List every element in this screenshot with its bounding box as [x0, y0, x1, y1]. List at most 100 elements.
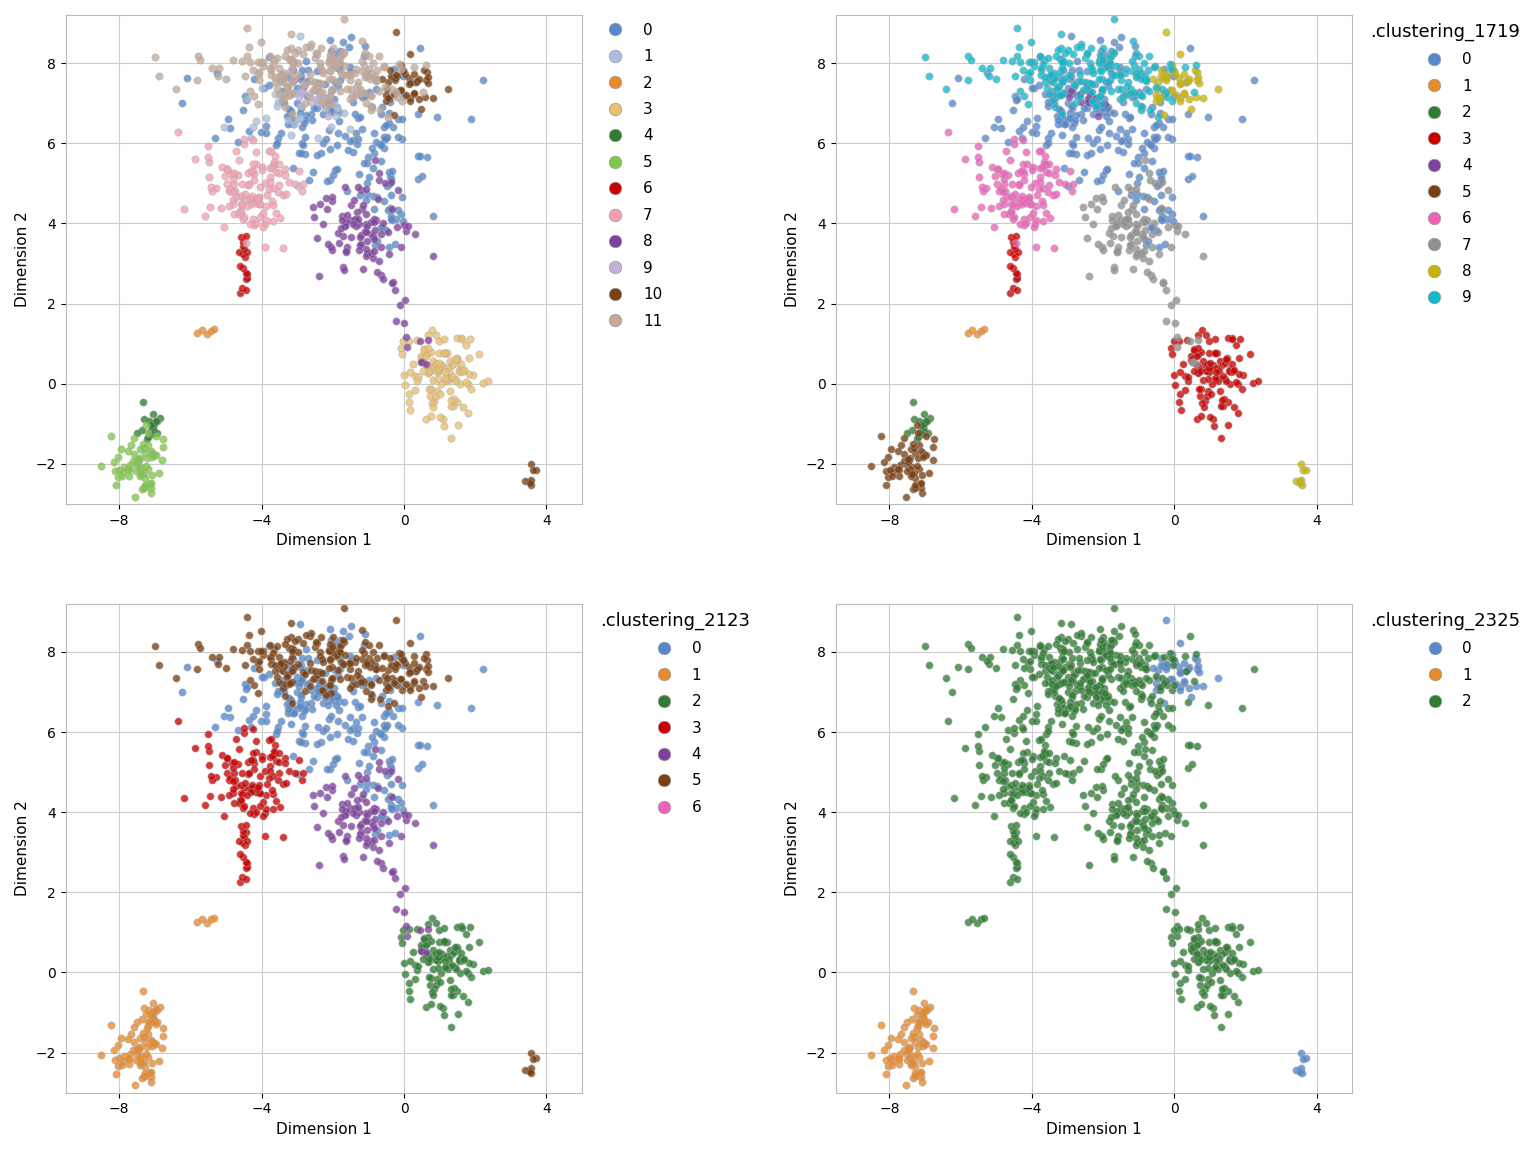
- Point: [1172, 646, 1197, 665]
- Point: [1060, 706, 1084, 725]
- Point: [384, 210, 409, 228]
- Point: [138, 1063, 163, 1082]
- Point: [404, 331, 429, 349]
- Point: [1177, 658, 1201, 676]
- Point: [326, 98, 350, 116]
- Point: [304, 45, 329, 63]
- Point: [221, 51, 246, 69]
- Point: [1114, 211, 1138, 229]
- Point: [1103, 806, 1127, 825]
- Point: [1107, 120, 1132, 138]
- Point: [1055, 630, 1080, 649]
- Point: [1057, 654, 1081, 673]
- Point: [281, 650, 306, 668]
- Point: [1060, 134, 1084, 152]
- Point: [319, 643, 344, 661]
- Point: [415, 935, 439, 954]
- Point: [1180, 938, 1204, 956]
- Point: [1169, 45, 1193, 63]
- Point: [131, 393, 155, 411]
- Point: [1241, 70, 1266, 89]
- Point: [877, 461, 902, 479]
- Point: [1132, 54, 1157, 73]
- Point: [1005, 608, 1029, 627]
- Point: [445, 918, 470, 937]
- Point: [372, 191, 396, 210]
- Point: [1144, 704, 1169, 722]
- Point: [1017, 642, 1041, 660]
- Point: [1130, 138, 1155, 157]
- Point: [306, 90, 330, 108]
- Point: [151, 1026, 175, 1045]
- Point: [1087, 46, 1112, 65]
- Point: [1051, 694, 1075, 712]
- Point: [432, 918, 456, 937]
- Point: [1043, 635, 1068, 653]
- Point: [195, 325, 220, 343]
- Point: [197, 742, 221, 760]
- Point: [270, 73, 295, 91]
- Point: [894, 1045, 919, 1063]
- Point: [1126, 655, 1150, 674]
- Point: [384, 66, 409, 84]
- Point: [425, 952, 450, 970]
- Point: [1049, 614, 1074, 632]
- Point: [1229, 109, 1253, 128]
- Point: [381, 273, 406, 291]
- Point: [189, 321, 214, 340]
- Point: [138, 442, 163, 461]
- Point: [880, 1055, 905, 1074]
- Point: [258, 647, 283, 666]
- Point: [909, 484, 934, 502]
- Point: [1195, 387, 1220, 406]
- Point: [1055, 176, 1080, 195]
- Point: [276, 638, 301, 657]
- Point: [986, 771, 1011, 789]
- Point: [1129, 675, 1154, 694]
- Point: [310, 694, 335, 712]
- Point: [1120, 814, 1144, 833]
- Point: [1107, 708, 1132, 727]
- Point: [134, 416, 158, 434]
- Point: [1087, 642, 1112, 660]
- Point: [209, 746, 233, 765]
- Point: [1167, 658, 1192, 676]
- Point: [1218, 949, 1243, 968]
- Point: [1087, 676, 1112, 695]
- Point: [319, 638, 344, 657]
- Point: [88, 457, 112, 476]
- Point: [347, 817, 372, 835]
- Point: [1123, 828, 1147, 847]
- Point: [1078, 93, 1103, 112]
- Point: [1052, 658, 1077, 676]
- Point: [230, 100, 255, 119]
- Point: [946, 658, 971, 676]
- Point: [1135, 188, 1160, 206]
- Point: [1187, 968, 1212, 986]
- Point: [415, 344, 439, 363]
- Point: [382, 71, 407, 90]
- Point: [352, 673, 376, 691]
- Point: [381, 85, 406, 104]
- Point: [398, 92, 422, 111]
- Point: [241, 744, 266, 763]
- Point: [1120, 52, 1144, 70]
- Point: [895, 1040, 920, 1059]
- Point: [1197, 947, 1221, 965]
- Point: [1209, 985, 1233, 1003]
- Point: [1011, 720, 1035, 738]
- Point: [1198, 385, 1223, 403]
- Point: [1055, 109, 1080, 128]
- Point: [387, 669, 412, 688]
- Point: [1032, 661, 1057, 680]
- Point: [276, 50, 301, 68]
- Point: [1032, 85, 1057, 104]
- Point: [287, 692, 312, 711]
- Point: [409, 688, 433, 706]
- Point: [235, 854, 260, 872]
- Point: [378, 798, 402, 817]
- Point: [519, 1059, 544, 1077]
- Point: [1023, 763, 1048, 781]
- Point: [135, 424, 160, 442]
- Point: [1206, 371, 1230, 389]
